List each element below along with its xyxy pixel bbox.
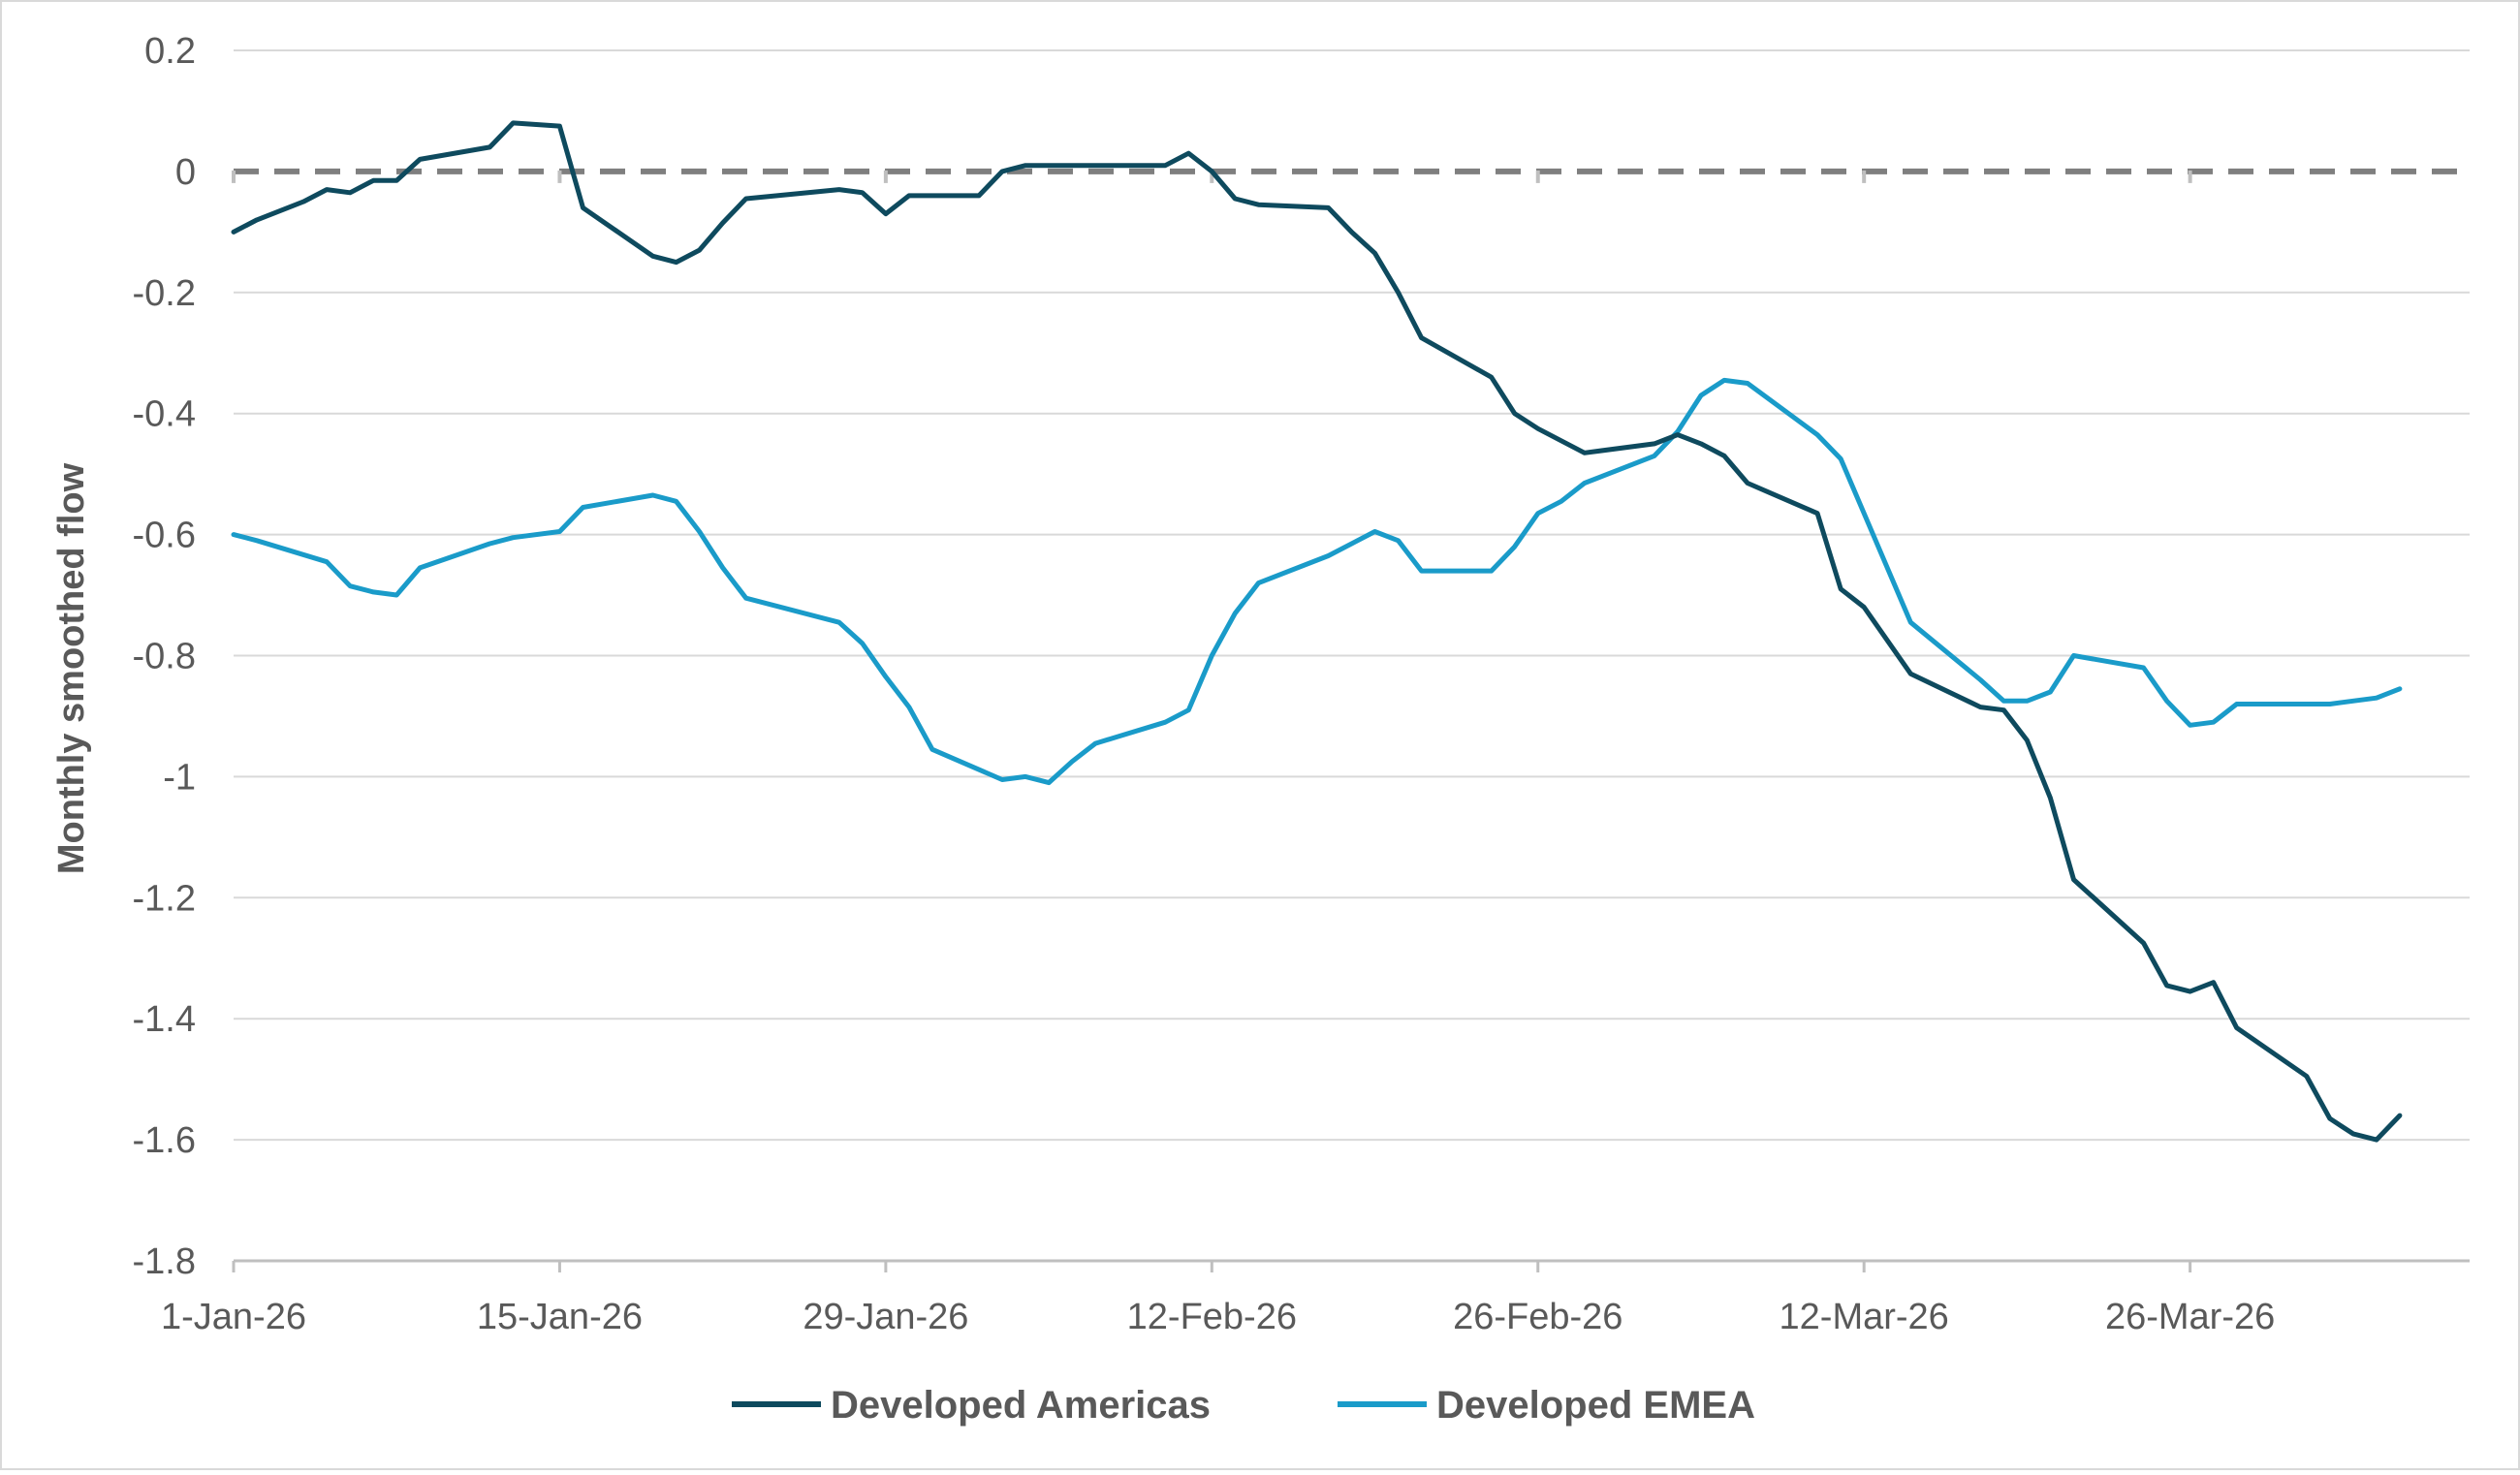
legend: Developed Americas Developed EMEA bbox=[732, 1384, 1755, 1427]
y-tick-label: -0.8 bbox=[133, 637, 196, 677]
x-tick-labels: 1-Jan-26 15-Jan-26 29-Jan-26 12-Feb-26 26-Fe… bbox=[161, 1297, 2275, 1337]
y-tick-label: -1.6 bbox=[133, 1120, 196, 1161]
series-line-developed-americas bbox=[231, 120, 2403, 1143]
y-tick-label: -1.2 bbox=[133, 878, 196, 919]
y-tick-label: 0.2 bbox=[144, 31, 196, 72]
series-line-developed-emea bbox=[231, 377, 2403, 786]
x-tick-label: 26-Feb-26 bbox=[1453, 1297, 1622, 1337]
x-tick-label: 26-Mar-26 bbox=[2105, 1297, 2275, 1337]
legend-label: Developed EMEA bbox=[1436, 1384, 1755, 1427]
x-axis bbox=[232, 170, 2470, 1272]
x-tick-label: 1-Jan-26 bbox=[161, 1297, 306, 1337]
y-tick-label: -0.6 bbox=[133, 516, 196, 556]
x-tick-label: 15-Jan-26 bbox=[477, 1297, 643, 1337]
y-tick-label: -1.8 bbox=[133, 1241, 196, 1282]
y-tick-label: -1.4 bbox=[133, 999, 196, 1040]
y-tick-labels: 0.2 0 -0.2 -0.4 -0.6 -0.8 -1 -1.2 -1.4 -1.6 -1.8 bbox=[133, 31, 196, 1282]
y-tick-label: -0.4 bbox=[133, 394, 196, 435]
legend-label: Developed Americas bbox=[831, 1384, 1211, 1427]
y-axis-title: Monthly smoothed flow bbox=[51, 462, 92, 874]
x-tick-label: 12-Mar-26 bbox=[1780, 1297, 1949, 1337]
y-tick-label: -0.2 bbox=[133, 273, 196, 314]
y-tick-label: -1 bbox=[163, 757, 196, 798]
series-lines bbox=[231, 120, 2403, 1143]
x-tick-label: 29-Jan-26 bbox=[803, 1297, 968, 1337]
x-tick-label: 12-Feb-26 bbox=[1127, 1297, 1297, 1337]
y-tick-label: 0 bbox=[175, 152, 196, 193]
